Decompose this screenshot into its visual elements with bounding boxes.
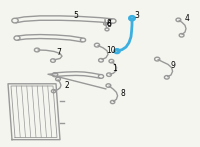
Text: 8: 8	[106, 19, 111, 28]
Text: 1: 1	[113, 64, 117, 73]
Text: 8: 8	[121, 89, 125, 98]
Text: 4: 4	[185, 14, 189, 23]
Text: 6: 6	[107, 20, 111, 29]
Text: 2: 2	[65, 81, 69, 91]
Text: 10: 10	[106, 46, 116, 55]
Text: 3: 3	[135, 11, 139, 20]
Text: 9: 9	[171, 61, 175, 70]
Text: 7: 7	[57, 48, 61, 57]
Text: 5: 5	[74, 11, 78, 20]
